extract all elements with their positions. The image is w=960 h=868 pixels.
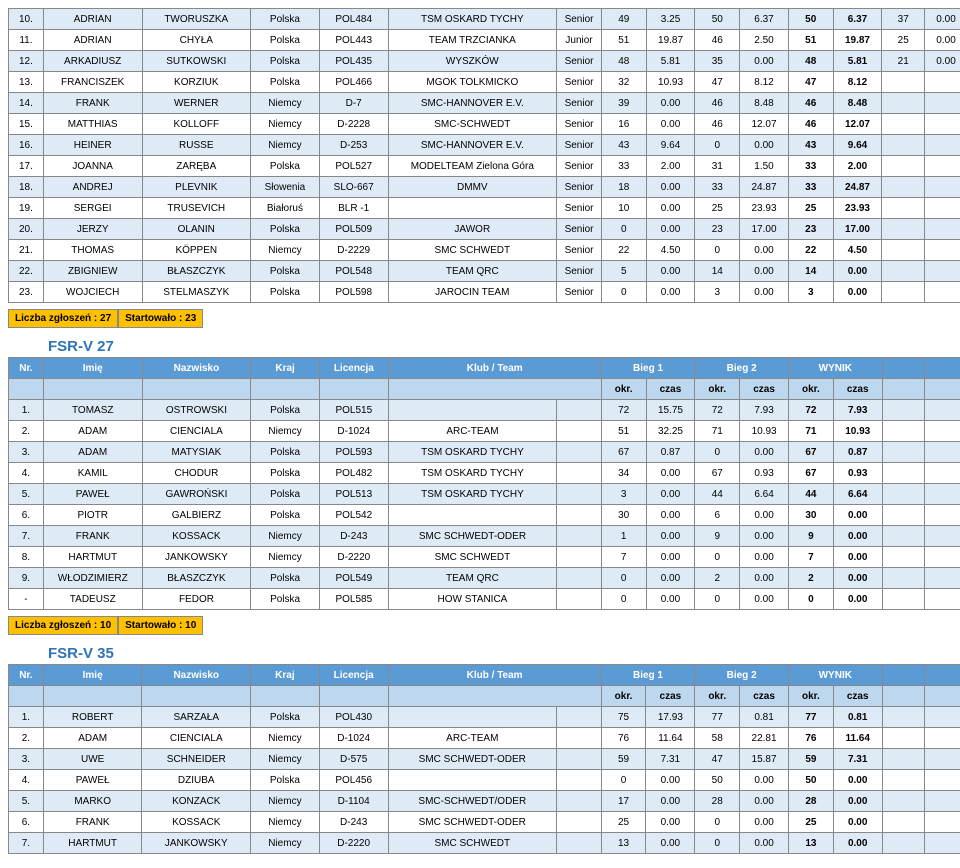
col-nazwisko: Nazwisko: [142, 358, 251, 379]
table-row: 6. FRANK KOSSACK Niemcy D-243 SMC SCHWED…: [9, 812, 960, 833]
table-row: 6. PIOTR GALBIERZ Polska POL542 30 0.00 …: [9, 505, 960, 526]
col-imie: Imię: [43, 358, 142, 379]
section-title: FSR-V 35: [8, 635, 960, 664]
table-row: 14. FRANK WERNER Niemcy D-7 SMC-HANNOVER…: [9, 93, 960, 114]
sub-czas: czas: [833, 686, 882, 707]
col-kraj: Kraj: [251, 665, 320, 686]
table-row: 1. ROBERT SARZAŁA Polska POL430 75 17.93…: [9, 707, 960, 728]
table-row: 5. PAWEŁ GAWROŃSKI Polska POL513 TSM OSK…: [9, 484, 960, 505]
table-row: 5. MARKO KONZACK Niemcy D-1104 SMC-SCHWE…: [9, 791, 960, 812]
table-row: 7. FRANK KOSSACK Niemcy D-243 SMC SCHWED…: [9, 526, 960, 547]
table-row: 3. ADAM MATYSIAK Polska POL593 TSM OSKAR…: [9, 442, 960, 463]
table-row: 4. KAMIL CHODUR Polska POL482 TSM OSKARD…: [9, 463, 960, 484]
table-row: 4. PAWEŁ DZIUBA Polska POL456 0 0.00 50 …: [9, 770, 960, 791]
col-klub: Klub / Team: [388, 665, 601, 686]
sub-okr: okr.: [788, 686, 833, 707]
table-row: 21. THOMAS KÖPPEN Niemcy D-2229 SMC SCHW…: [9, 240, 960, 261]
col-bieg1: Bieg 1: [601, 358, 695, 379]
table-row: - TADEUSZ FEDOR Polska POL585 HOW STANIC…: [9, 589, 960, 610]
col-nr: Nr.: [9, 358, 44, 379]
table-row: 19. SERGEI TRUSEVICH Białoruś BLR -1 Sen…: [9, 198, 960, 219]
table-row: 12. ARKADIUSZ SUTKOWSKI Polska POL435 WY…: [9, 51, 960, 72]
col-nr: Nr.: [9, 665, 44, 686]
table-row: 2. ADAM CIENCIALA Niemcy D-1024 ARC-TEAM…: [9, 421, 960, 442]
table-row: 11. ADRIAN CHYŁA Polska POL443 TEAM TRZC…: [9, 30, 960, 51]
blank: [925, 665, 960, 686]
table-row: 22. ZBIGNIEW BŁASZCZYK Polska POL548 TEA…: [9, 261, 960, 282]
blank: [925, 358, 960, 379]
table-row: 8. HARTMUT JANKOWSKY Niemcy D-2220 SMC S…: [9, 547, 960, 568]
sub-czas: czas: [833, 379, 882, 400]
table-row: 23. WOJCIECH STELMASZYK Polska POL598 JA…: [9, 282, 960, 303]
sub-okr: okr.: [695, 686, 740, 707]
table-footer: Liczba zgłoszeń : 27Startowało : 23: [8, 309, 960, 328]
col-bieg2: Bieg 2: [695, 665, 789, 686]
col-imie: Imię: [43, 665, 142, 686]
table-row: 10. ADRIAN TWORUSZKA Polska POL484 TSM O…: [9, 9, 960, 30]
results-table: Nr. Imię Nazwisko Kraj Licencja Klub / T…: [8, 357, 960, 610]
col-wynik: WYNIK: [788, 665, 882, 686]
col-kraj: Kraj: [251, 358, 320, 379]
col-wynik: WYNIK: [789, 358, 883, 379]
col-bieg1: Bieg 1: [601, 665, 695, 686]
table-row: 18. ANDREJ PLEVNIK Słowenia SLO-667 DMMV…: [9, 177, 960, 198]
col-bieg2: Bieg 2: [695, 358, 789, 379]
table-row: 17. JOANNA ZARĘBA Polska POL527 MODELTEA…: [9, 156, 960, 177]
col-klub: Klub / Team: [388, 358, 601, 379]
table-row: 20. JERZY OLANIN Polska POL509 JAWOR Sen…: [9, 219, 960, 240]
table-row: 9. WŁODZIMIERZ BŁASZCZYK Polska POL549 T…: [9, 568, 960, 589]
sub-czas: czas: [646, 686, 695, 707]
table-row: 3. UWE SCHNEIDER Niemcy D-575 SMC SCHWED…: [9, 749, 960, 770]
table-row: 13. FRANCISZEK KORZIUK Polska POL466 MGO…: [9, 72, 960, 93]
col-licencja: Licencja: [319, 358, 388, 379]
section-title: FSR-V 27: [8, 328, 960, 357]
col-licencja: Licencja: [319, 665, 388, 686]
sub-okr: okr.: [601, 379, 646, 400]
table-row: 7. HARTMUT JANKOWSKY Niemcy D-2220 SMC S…: [9, 833, 960, 854]
table-footer: Liczba zgłoszeń : 10Startowało : 10: [8, 616, 960, 635]
table-row: 16. HEINER RUSSE Niemcy D-253 SMC-HANNOV…: [9, 135, 960, 156]
sub-okr: okr.: [695, 379, 740, 400]
table-row: 2. ADAM CIENCIALA Niemcy D-1024 ARC-TEAM…: [9, 728, 960, 749]
table-row: 15. MATTHIAS KOLLOFF Niemcy D-2228 SMC-S…: [9, 114, 960, 135]
blank: [882, 358, 925, 379]
results-table: 10. ADRIAN TWORUSZKA Polska POL484 TSM O…: [8, 8, 960, 303]
col-nazwisko: Nazwisko: [142, 665, 251, 686]
table-row: 1. TOMASZ OSTROWSKI Polska POL515 72 15.…: [9, 400, 960, 421]
blank: [882, 665, 925, 686]
sub-okr: okr.: [789, 379, 834, 400]
results-table: Nr. Imię Nazwisko Kraj Licencja Klub / T…: [8, 664, 960, 854]
sub-czas: czas: [740, 379, 789, 400]
sub-okr: okr.: [601, 686, 646, 707]
sub-czas: czas: [646, 379, 695, 400]
sub-czas: czas: [740, 686, 789, 707]
